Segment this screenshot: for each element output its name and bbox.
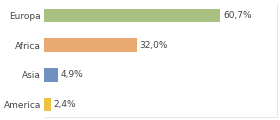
Bar bbox=[44, 98, 51, 111]
Bar bbox=[44, 38, 137, 52]
Text: 2,4%: 2,4% bbox=[53, 100, 76, 109]
Text: 32,0%: 32,0% bbox=[140, 41, 168, 50]
Bar bbox=[44, 68, 58, 82]
Text: 60,7%: 60,7% bbox=[223, 11, 252, 20]
Bar bbox=[44, 9, 220, 22]
Text: 4,9%: 4,9% bbox=[61, 70, 83, 79]
